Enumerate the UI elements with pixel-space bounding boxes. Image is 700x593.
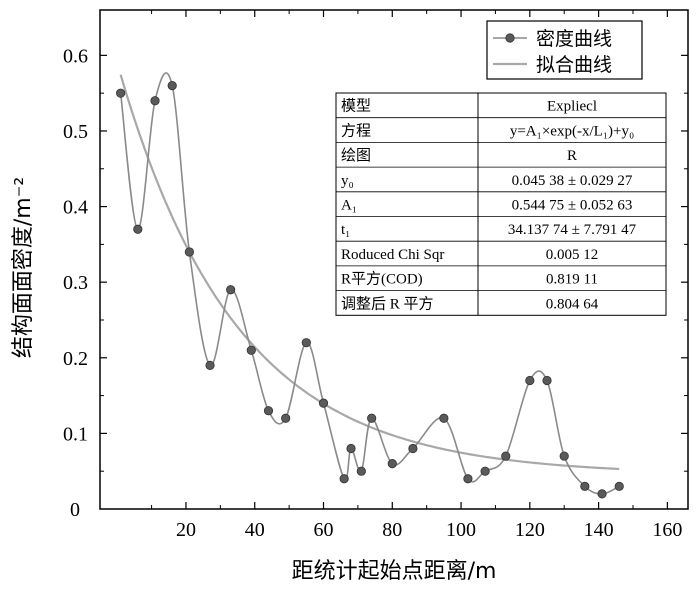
- legend-density-marker: [505, 33, 515, 43]
- stats-table-value: Expliecl: [547, 99, 597, 115]
- stats-table-value: y=A₁×exp(-x/L₁)+y₀: [510, 123, 634, 139]
- x-tick-label: 60: [314, 519, 334, 541]
- density-point: [346, 443, 356, 454]
- density-point: [463, 474, 473, 484]
- density-point: [150, 96, 160, 106]
- x-axis-title: 距统计起始点距离/m: [292, 559, 497, 584]
- stats-table-value: 34.137 74 ± 7.791 47: [508, 222, 637, 238]
- y-tick-label: 0.4: [63, 197, 88, 219]
- density-point: [167, 81, 177, 91]
- density-point: [597, 489, 607, 499]
- stats-table-value: 0.544 75 ± 0.052 63: [512, 198, 633, 214]
- stats-table-frame: [335, 92, 667, 316]
- stats-table-label: A₁: [341, 198, 357, 214]
- legend-density-label: 密度曲线: [536, 28, 612, 50]
- stats-table-value: 0.005 12: [546, 247, 599, 263]
- stats-table-value: 0.819 11: [546, 272, 598, 288]
- fit-curve-line: [119, 74, 620, 471]
- density-point: [184, 247, 195, 257]
- x-tick-label: 80: [382, 519, 402, 541]
- x-tick-label: 160: [652, 519, 682, 541]
- density-point: [339, 474, 349, 484]
- x-tick-label: 120: [515, 519, 545, 541]
- density-point: [116, 88, 126, 98]
- stats-table-label: 方程: [341, 122, 371, 139]
- density-point: [281, 413, 291, 423]
- y-tick-label: 0.5: [63, 121, 88, 143]
- density-point: [525, 375, 535, 386]
- density-point: [263, 406, 274, 416]
- density-point: [367, 413, 377, 423]
- density-point: [133, 224, 143, 234]
- x-tick-label: 140: [584, 519, 614, 541]
- stats-table-label: Roduced Chi Sqr: [341, 247, 444, 263]
- stats-table-value: 0.045 38 ± 0.029 27: [512, 173, 633, 189]
- stats-table-label: 绘图: [341, 147, 371, 164]
- density-point: [226, 285, 236, 295]
- legend-fit-label: 拟合曲线: [536, 54, 612, 76]
- density-point: [559, 451, 569, 461]
- x-tick-label: 100: [446, 519, 476, 541]
- axis-labels: 距统计起始点距离/m 结构面面密度/m⁻²: [11, 177, 496, 584]
- density-point: [318, 398, 329, 408]
- stats-table: 模型 Expliecl 方程 y=A₁×exp(-x/L₁)+y₀ 绘图 Ry₀ 0.045…: [335, 92, 667, 316]
- density-point: [439, 413, 449, 423]
- density-point: [501, 451, 511, 461]
- density-point: [205, 360, 215, 370]
- stats-table-label: 调整后 R 平方: [341, 295, 434, 312]
- x-tick-label: 20: [176, 519, 196, 541]
- density-point: [480, 466, 490, 476]
- stats-table-value: 0.804 64: [546, 296, 599, 312]
- stats-table-label: t₁: [341, 222, 350, 238]
- stats-table-value: R: [567, 148, 577, 164]
- density-point: [246, 345, 256, 355]
- density-curve-layer: [116, 72, 624, 499]
- density-point: [614, 481, 624, 491]
- plot-frame: [99, 9, 689, 510]
- fit-curve-layer: [119, 74, 620, 471]
- y-tick-label: 0.1: [63, 423, 88, 445]
- y-tick-label: 0.6: [63, 45, 88, 67]
- stats-table-label: R平方(COD): [341, 271, 423, 288]
- y-tick-label: 0.3: [63, 272, 88, 294]
- stats-table-label: y₀: [341, 173, 354, 189]
- axes: 20 40 60 80 100 120 140 160 0.1 0.2 0.3 0.4 0.5 0.6 0: [63, 9, 689, 541]
- density-point: [408, 443, 418, 454]
- x-tick-label: 40: [245, 519, 265, 541]
- density-point: [356, 466, 366, 476]
- legend-box: [486, 20, 643, 80]
- stats-table-label: 模型: [341, 98, 371, 115]
- y-tick-label: 0.2: [63, 348, 88, 370]
- density-point: [387, 459, 397, 469]
- y-zero-label: 0: [70, 499, 80, 521]
- density-point: [301, 338, 311, 348]
- density-point: [580, 481, 590, 491]
- density-point: [542, 375, 552, 386]
- y-axis-title: 结构面面密度/m⁻²: [11, 177, 36, 358]
